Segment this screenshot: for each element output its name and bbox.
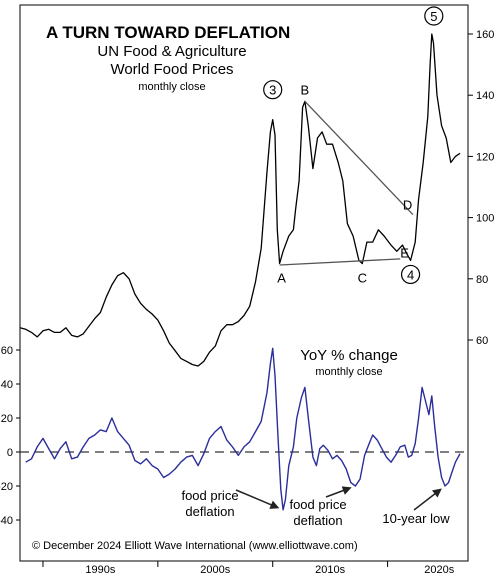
chart-subtitle-note: monthly close: [138, 81, 205, 93]
annotation-text: food price: [181, 488, 238, 503]
xtick-label: 2000s: [200, 564, 230, 575]
price-ytick-label: 140: [476, 90, 494, 102]
price-panel: 60 80 100 120 140 160 3 5 4 A B C D E: [19, 6, 494, 367]
price-ytick-label: 60: [476, 335, 488, 347]
annotation-arrow: [413, 491, 438, 511]
copyright-text: © December 2024 Elliott Wave Internation…: [32, 540, 358, 552]
wave-label-circle: [400, 264, 421, 285]
price-ytick-label: 100: [476, 213, 494, 225]
wave-label-circle: [263, 80, 283, 100]
wave-label-5: 5: [430, 9, 437, 24]
price-ytick-label: 80: [476, 274, 488, 286]
chart-subtitle-line-1: UN Food & Agriculture: [97, 43, 246, 60]
wave-label-circle: [424, 6, 444, 26]
annotation-text: deflation: [185, 504, 234, 519]
annotation-text: food price: [289, 497, 346, 512]
yoy-ytick-label: -20: [0, 481, 13, 493]
plot-frame: [19, 4, 469, 562]
annotation-arrowhead: [341, 486, 352, 495]
annotation-arrowhead: [431, 488, 442, 498]
wave-label-A: A: [277, 271, 286, 286]
wave-label-E: E: [400, 245, 409, 260]
yoy-ytick-label: 60: [1, 345, 13, 357]
annotation-arrowhead: [269, 500, 280, 509]
xtick-label: 2020s: [424, 564, 454, 575]
annotation-arrow: [325, 488, 347, 498]
chart-title: A TURN TOWARD DEFLATION: [46, 23, 290, 42]
yoy-ytick-label: -40: [0, 515, 13, 527]
trendline: [279, 258, 401, 266]
wave-label-B: B: [301, 82, 310, 97]
trendline: [304, 100, 414, 215]
price-series-line: [19, 33, 461, 367]
annotation-text: deflation: [293, 513, 342, 528]
yoy-ytick-label: 0: [7, 447, 13, 459]
xtick-label: 1990s: [85, 564, 115, 575]
price-ytick-label: 120: [476, 151, 494, 163]
x-axis: 1990s 2000s 2010s 2020s: [42, 561, 455, 575]
price-ytick-label: 160: [476, 29, 494, 41]
yoy-title: YoY % change: [300, 347, 398, 364]
annotation-text: 10-year low: [382, 511, 450, 526]
wave-label-4: 4: [407, 267, 414, 282]
yoy-subtitle-note: monthly close: [315, 366, 382, 378]
copyright-background: [30, 536, 385, 552]
wave-label-C: C: [358, 271, 367, 286]
yoy-series-line: [25, 347, 461, 511]
wave-label-3: 3: [269, 83, 276, 98]
yoy-ytick-label: 40: [1, 379, 13, 391]
wave-label-D: D: [403, 198, 412, 213]
chart-subtitle-line-2: World Food Prices: [110, 61, 233, 78]
xtick-label: 2010s: [315, 564, 345, 575]
yoy-ytick-label: 20: [1, 413, 13, 425]
annotation-arrow: [235, 489, 275, 507]
